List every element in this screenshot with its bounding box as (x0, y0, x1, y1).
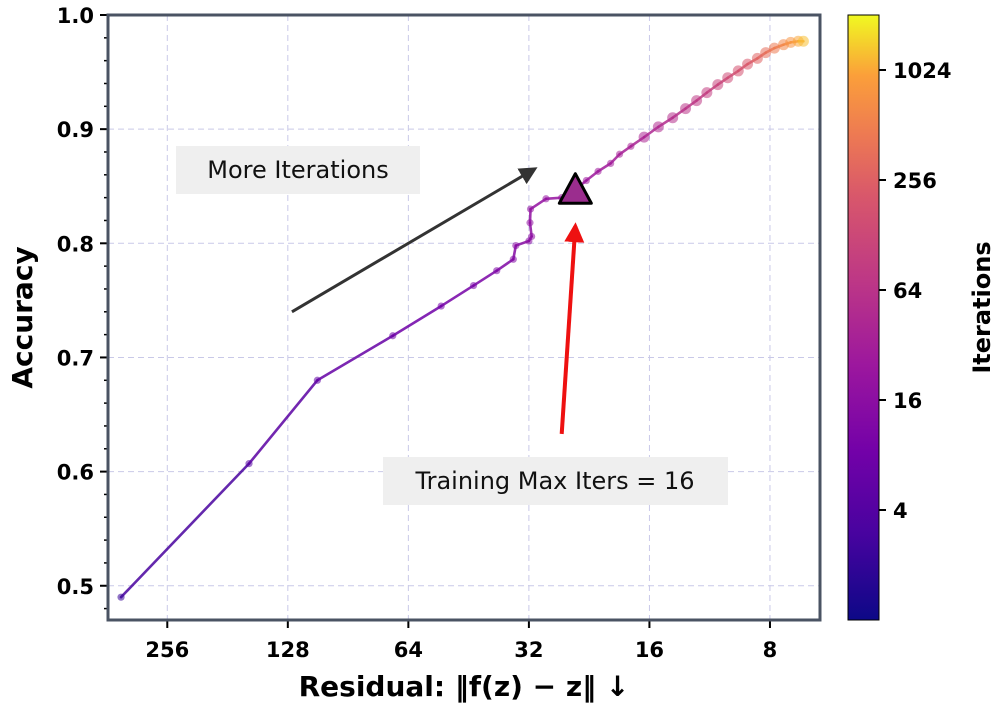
series-segment (391, 304, 443, 338)
data-point (652, 121, 664, 133)
data-point (768, 42, 780, 54)
colorbar-ticks: 4 16 64 256 1024 (879, 59, 951, 523)
y-tick-label: 1.0 (57, 4, 94, 28)
plot-frame (106, 13, 822, 622)
data-point (751, 52, 763, 64)
series-segment (316, 334, 395, 382)
series-segment (247, 378, 319, 465)
data-point (526, 205, 535, 213)
training-max-iters-label-box (383, 457, 728, 505)
colorbar-title: Iterations (968, 241, 996, 373)
grid-lines (108, 14, 820, 620)
data-point (493, 267, 501, 275)
data-point (667, 112, 679, 124)
training-max-iter-marker (557, 172, 593, 205)
x-axis-ticks: 256 128 64 32 16 8 (145, 620, 777, 662)
data-point (512, 241, 520, 250)
x-axis-title: Residual: ‖f(z) − z‖ ↓ (299, 670, 630, 703)
data-point (245, 460, 253, 468)
data-point (509, 255, 517, 263)
data-point (722, 72, 734, 84)
y-tick-label: 0.5 (57, 575, 94, 599)
data-point (594, 167, 602, 175)
data-point (732, 65, 744, 77)
data-point (742, 58, 754, 70)
data-point (627, 142, 635, 150)
y-tick-label: 0.9 (57, 118, 94, 142)
annotations: More Iterations Training Max Iters = 16 (176, 146, 728, 505)
colorbar-tick-label: 256 (893, 169, 937, 193)
x-tick-label: 32 (514, 638, 543, 662)
data-point (760, 47, 772, 59)
colorbar-tick-label: 64 (893, 279, 922, 303)
data-point (712, 79, 724, 91)
data-point (389, 332, 397, 340)
more-iterations-label: More Iterations (207, 156, 388, 184)
y-tick-label: 0.8 (57, 232, 94, 256)
data-point (313, 376, 321, 384)
data-point (528, 232, 536, 241)
x-tick-label: 16 (635, 638, 664, 662)
x-tick-label: 128 (266, 638, 310, 662)
data-point (638, 131, 650, 143)
data-point (615, 150, 624, 158)
data-point (469, 281, 478, 290)
colorbar: 4 16 64 256 1024 Iterations (847, 14, 996, 621)
series-segment (119, 462, 251, 599)
data-point (607, 159, 615, 167)
colorbar-tick-label: 16 (893, 389, 922, 413)
colorbar-gradient (847, 14, 880, 621)
colorbar-tick-label: 4 (893, 499, 908, 523)
data-point (526, 219, 534, 227)
colorbar-tick-label: 1024 (893, 59, 951, 83)
training-max-iters-arrow (559, 222, 585, 435)
series-line (119, 39, 805, 599)
series-segment (439, 284, 475, 308)
training-max-iters-label: Training Max Iters = 16 (414, 467, 694, 495)
y-tick-label: 0.6 (57, 461, 94, 485)
y-axis-title: Accuracy (6, 246, 39, 388)
data-point (437, 302, 445, 310)
y-axis-ticks: 0.5 0.6 0.7 0.8 0.9 1.0 (57, 4, 108, 610)
more-iterations-label-box (176, 146, 420, 194)
data-point (797, 35, 809, 47)
data-point (701, 87, 713, 99)
data-point (582, 176, 590, 185)
more-iterations-arrow (291, 167, 538, 314)
x-tick-label: 8 (763, 638, 778, 662)
series-segment (472, 269, 499, 287)
marker-layer (557, 172, 593, 205)
y-tick-label: 0.7 (57, 346, 94, 370)
data-point (542, 195, 550, 203)
series-points (117, 35, 809, 601)
data-point (117, 593, 125, 601)
x-tick-label: 256 (145, 638, 189, 662)
data-point (691, 95, 703, 107)
data-point (680, 103, 692, 115)
x-tick-label: 64 (394, 638, 423, 662)
